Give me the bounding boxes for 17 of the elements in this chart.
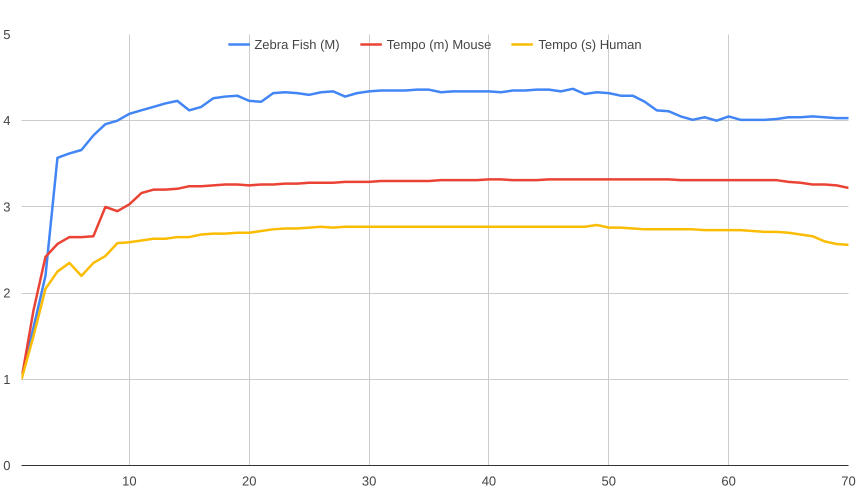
x-tick-label: 20: [242, 474, 256, 488]
y-tick-label: 3: [3, 199, 11, 214]
legend-label: Tempo (s) Human: [538, 36, 642, 52]
y-tick-label: 5: [3, 27, 11, 42]
legend-label: Tempo (m) Mouse: [386, 36, 492, 52]
x-tick-label: 40: [482, 474, 496, 488]
x-tick-label: 30: [362, 474, 376, 488]
y-tick-label: 2: [3, 286, 11, 301]
y-tick-label: 0: [3, 458, 11, 473]
x-tick-label: 70: [841, 474, 856, 488]
x-tick-label: 10: [122, 474, 137, 488]
y-tick-label: 4: [3, 113, 11, 128]
legend-label: Zebra Fish (M): [254, 36, 340, 52]
x-tick-label: 50: [602, 474, 616, 488]
line-series: [22, 224, 848, 381]
y-tick-label: 1: [3, 372, 11, 387]
x-tick-label: 60: [721, 474, 736, 488]
